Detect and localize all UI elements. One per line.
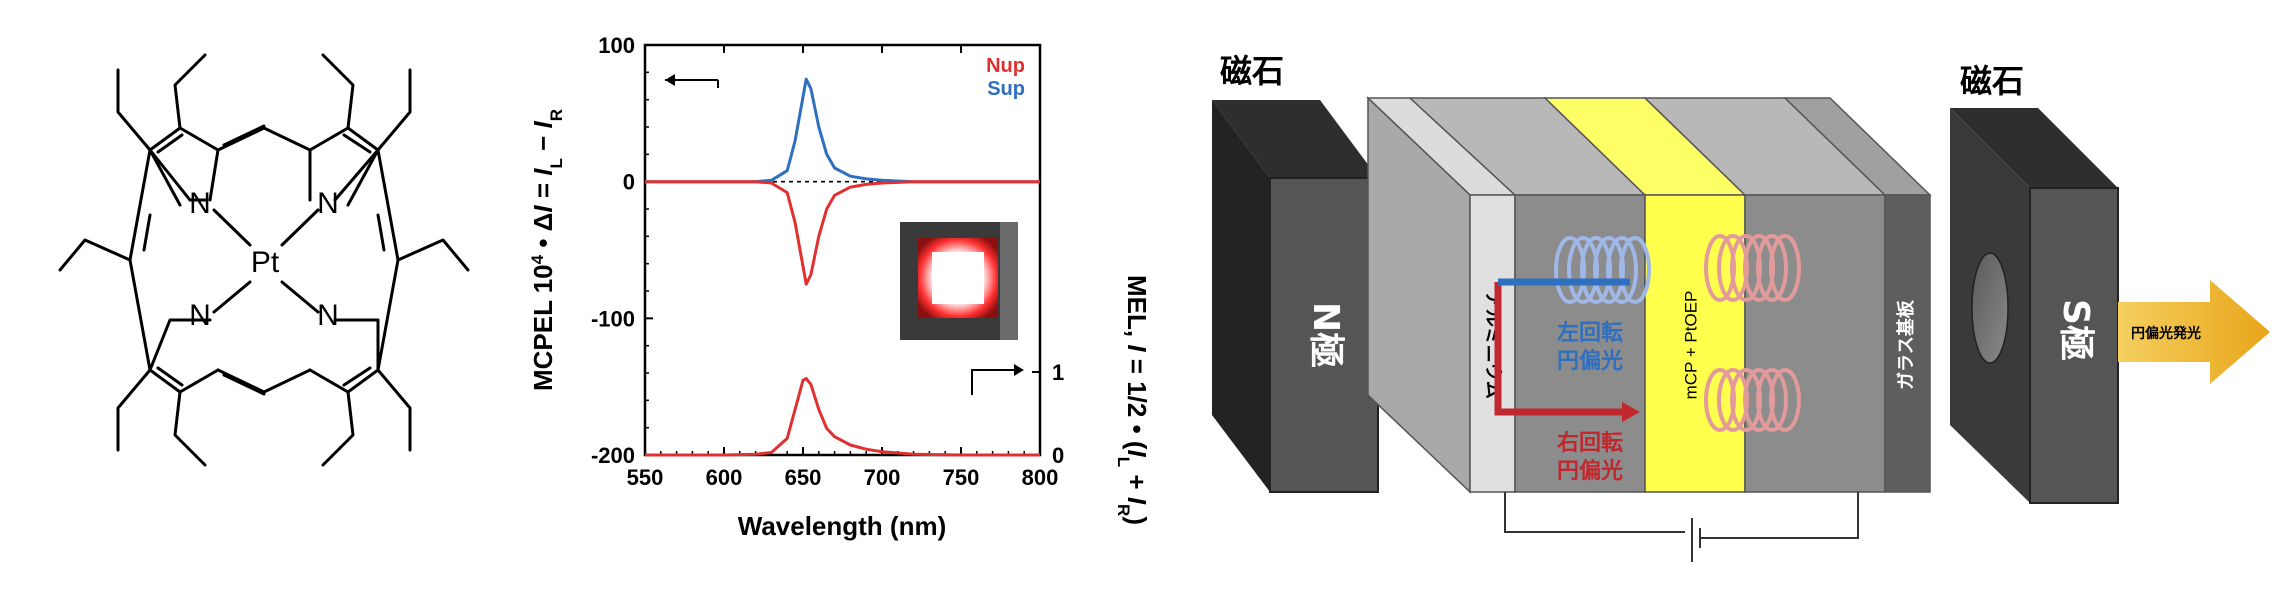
right-axis-ticks: 10 <box>1032 360 1064 468</box>
x-axis-label: Wavelength (nm) <box>738 511 946 541</box>
output-arrow <box>2118 280 2270 384</box>
left-cp-label-1: 左回転 <box>1557 320 1623 346</box>
left-tick-label: 0 <box>623 170 635 195</box>
x-tick-label: 800 <box>1022 465 1059 490</box>
device-diagram: N極 磁石 アルミニウム mCP + PtOEP ガラス基板 <box>1212 52 2270 562</box>
right-cp-helix-top <box>1704 234 1801 302</box>
left-tick-label: -200 <box>591 443 635 468</box>
right-tick-label: 0 <box>1052 443 1064 468</box>
emitter-label: mCP + PtOEP <box>1681 291 1700 400</box>
magnet-n: N極 <box>1212 100 1379 493</box>
x-tick-label: 600 <box>706 465 743 490</box>
left-tick-label: -100 <box>591 306 635 331</box>
right-cp-helix-bottom <box>1704 368 1801 432</box>
helix-loop <box>1756 234 1788 302</box>
molecule-structure <box>58 53 470 467</box>
circuit-wire <box>1504 492 1859 562</box>
right-tick-label: 1 <box>1052 360 1064 385</box>
left-axis-arrowhead <box>665 74 675 86</box>
helix-loop <box>1619 236 1651 304</box>
right-cp-arrowhead <box>1622 402 1640 422</box>
left-cp-label-2: 円偏光 <box>1557 348 1623 374</box>
right-cp-label-1: 右回転 <box>1557 430 1623 456</box>
magnet-window <box>1971 252 2009 364</box>
left-tick-label: 100 <box>598 33 635 58</box>
n-pole-label: N極 <box>1305 302 1346 368</box>
helix-loop <box>1606 236 1638 304</box>
output-label: 円偏光発光 <box>2131 325 2201 342</box>
magnet-left-label: 磁石 <box>1220 52 1284 90</box>
glass-label: ガラス基板 <box>1895 299 1917 390</box>
nitrogen-atom: N <box>317 299 339 332</box>
s-pole-label: S極 <box>2055 299 2096 361</box>
x-tick-label: 550 <box>627 465 664 490</box>
nitrogen-atom: N <box>317 187 339 220</box>
legend-nup: Nup <box>986 55 1025 77</box>
magnet-s: S極 <box>1950 108 2119 504</box>
right-axis-arrowhead <box>1014 364 1024 376</box>
right-axis-label: MEL, I = 1/2 • (IL + IR) <box>1115 275 1153 525</box>
right-cp-arrow <box>1494 282 1628 416</box>
x-tick-label: 650 <box>785 465 822 490</box>
left-axis-ticks: 100 0 -100 -200 <box>591 33 653 468</box>
left-cp-helix <box>1554 236 1651 304</box>
inset-photo <box>900 222 1018 340</box>
magnet-right-label: 磁石 <box>1960 62 2024 100</box>
right-axis-arrow <box>971 369 1020 395</box>
right-cp-label-2: 円偏光 <box>1557 458 1623 484</box>
helix-loop <box>1769 234 1801 302</box>
device-stack <box>1366 96 1932 494</box>
series-line-mel <box>645 377 1040 457</box>
left-axis-label: MCPEL 104 • ΔI = IL − IR <box>528 109 566 391</box>
series-layer <box>645 77 1040 457</box>
ito-layer <box>1744 194 1886 493</box>
glass-substrate <box>1884 194 1931 493</box>
x-tick-label: 750 <box>943 465 980 490</box>
legend-sup: Sup <box>987 78 1025 100</box>
series-line-sup <box>645 77 1040 184</box>
helix-loop <box>1769 368 1801 432</box>
helix-loop <box>1756 368 1788 432</box>
x-tick-label: 700 <box>864 465 901 490</box>
nitrogen-atom: N <box>189 187 211 220</box>
series-line-nup <box>645 180 1040 286</box>
nitrogen-atom: N <box>189 299 211 332</box>
platinum-atom: Pt <box>251 246 280 279</box>
x-axis-ticks: 550 600 650 700 750 800 <box>627 45 1059 490</box>
molecule-atoms: N N N N Pt <box>189 187 339 332</box>
